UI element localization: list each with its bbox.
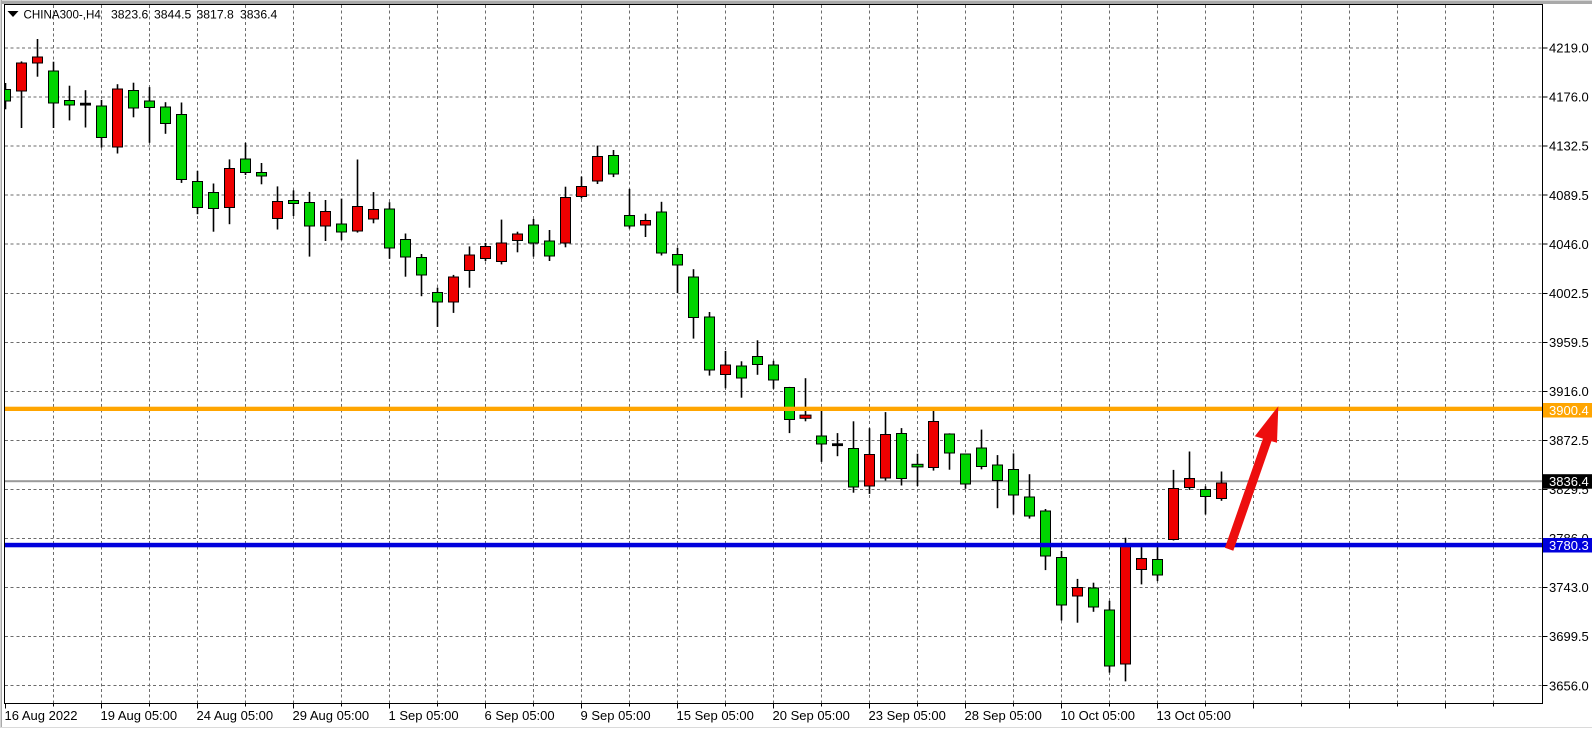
svg-text:13 Oct 05:00: 13 Oct 05:00 [1157, 708, 1231, 723]
svg-text:3836.4: 3836.4 [1549, 474, 1589, 489]
svg-text:9 Sep 05:00: 9 Sep 05:00 [581, 708, 651, 723]
svg-text:3916.0: 3916.0 [1549, 384, 1589, 399]
svg-text:3959.5: 3959.5 [1549, 335, 1589, 350]
svg-text:3780.3: 3780.3 [1549, 538, 1589, 553]
svg-text:16 Aug 2022: 16 Aug 2022 [5, 708, 78, 723]
svg-text:19 Aug 05:00: 19 Aug 05:00 [101, 708, 178, 723]
svg-text:3844.5: 3844.5 [154, 8, 191, 22]
svg-text:6 Sep 05:00: 6 Sep 05:00 [485, 708, 555, 723]
svg-text:20 Sep 05:00: 20 Sep 05:00 [773, 708, 850, 723]
svg-text:29 Aug 05:00: 29 Aug 05:00 [293, 708, 370, 723]
svg-text:CHINA300-,H4: CHINA300-,H4 [24, 8, 102, 21]
svg-text:4089.5: 4089.5 [1549, 188, 1589, 203]
svg-text:3743.0: 3743.0 [1549, 580, 1589, 595]
svg-text:10 Oct 05:00: 10 Oct 05:00 [1061, 708, 1135, 723]
svg-text:4046.0: 4046.0 [1549, 237, 1589, 252]
svg-text:1 Sep 05:00: 1 Sep 05:00 [389, 708, 459, 723]
svg-text:24 Aug 05:00: 24 Aug 05:00 [197, 708, 274, 723]
svg-text:28 Sep 05:00: 28 Sep 05:00 [965, 708, 1042, 723]
svg-text:4002.5: 4002.5 [1549, 286, 1589, 301]
svg-text:15 Sep 05:00: 15 Sep 05:00 [677, 708, 754, 723]
svg-text:4219.0: 4219.0 [1549, 41, 1589, 56]
svg-text:3699.5: 3699.5 [1549, 629, 1589, 644]
svg-text:3872.5: 3872.5 [1549, 433, 1589, 448]
svg-text:4132.5: 4132.5 [1549, 139, 1589, 154]
svg-text:3656.0: 3656.0 [1549, 678, 1589, 693]
svg-text:23 Sep 05:00: 23 Sep 05:00 [869, 708, 946, 723]
svg-text:3836.4: 3836.4 [240, 8, 277, 22]
svg-text:3817.8: 3817.8 [197, 8, 234, 22]
svg-text:3823.6: 3823.6 [111, 8, 148, 22]
svg-text:3900.4: 3900.4 [1549, 403, 1589, 418]
svg-text:4176.0: 4176.0 [1549, 90, 1589, 105]
